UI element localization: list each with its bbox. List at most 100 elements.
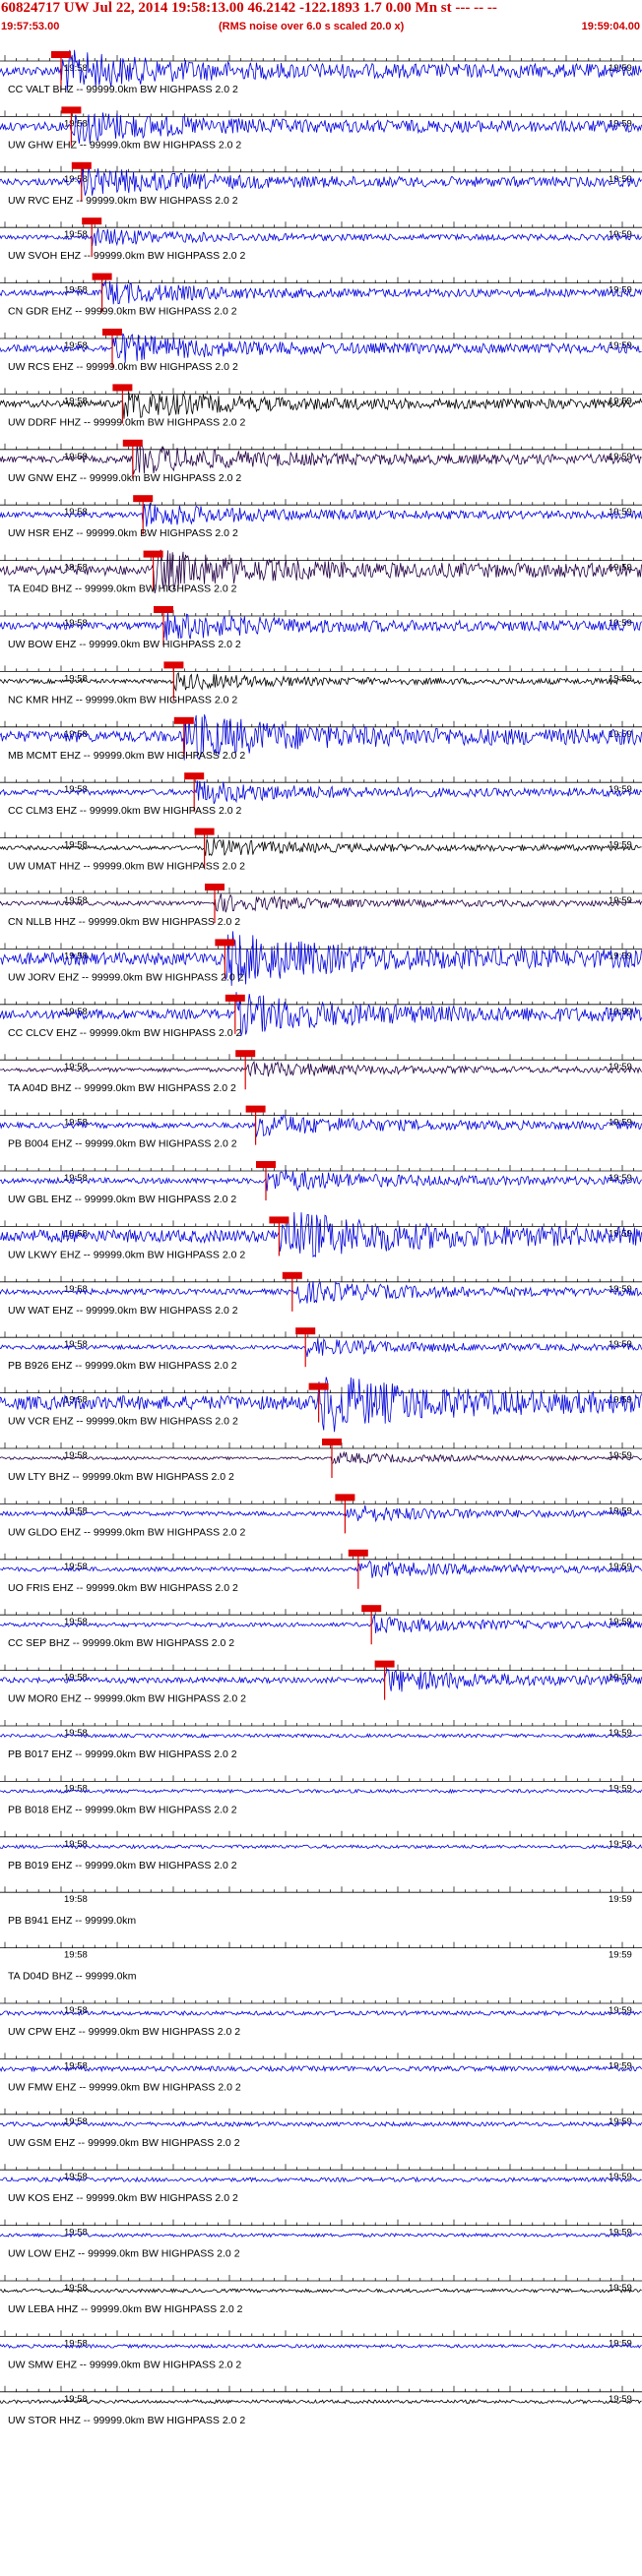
waveform xyxy=(0,2064,642,2073)
pick-marker xyxy=(163,661,184,669)
waveform xyxy=(0,1337,642,1358)
trace-40: 19:58 19:59 UW LEBA HHZ -- 99999.0km BW HI… xyxy=(0,2275,642,2315)
station-label: PB B941 EHZ -- 99999.0km xyxy=(8,1915,136,1927)
waveform xyxy=(0,549,642,594)
trace-start-time: 19:58 xyxy=(64,563,88,574)
station-label: PB B018 EHZ -- 99999.0km BW HIGHPASS 2.0… xyxy=(8,1804,237,1815)
trace-end-time: 19:59 xyxy=(609,1173,632,1184)
pick-marker xyxy=(184,772,205,780)
trace-end-time: 19:59 xyxy=(609,1894,632,1905)
waveform xyxy=(0,333,642,363)
trace-end-time: 19:59 xyxy=(609,1062,632,1073)
pick-marker xyxy=(348,1549,368,1557)
trace-end-time: 19:59 xyxy=(609,673,632,684)
waveform xyxy=(0,2288,642,2294)
station-label: MB MCMT EHZ -- 99999.0km BW HIGHPASS 2.0… xyxy=(8,750,245,762)
start-time-label: 19:57:53.00 xyxy=(1,21,60,32)
trace-end-time: 19:59 xyxy=(609,1562,632,1572)
waveform xyxy=(0,1060,642,1077)
trace-start-time: 19:58 xyxy=(64,118,88,129)
waveform xyxy=(0,1788,642,1795)
trace-end-time: 19:59 xyxy=(609,452,632,462)
trace-start-time: 19:58 xyxy=(64,1839,88,1850)
trace-39: 19:58 19:59 UW LOW EHZ -- 99999.0km BW HIG… xyxy=(0,2219,642,2260)
trace-start-time: 19:58 xyxy=(64,784,88,795)
trace-start-time: 19:58 xyxy=(64,285,88,296)
trace-end-time: 19:59 xyxy=(609,784,632,795)
trace-end-time: 19:59 xyxy=(609,2394,632,2405)
pick-marker xyxy=(295,1327,316,1335)
trace-start-time: 19:58 xyxy=(64,1505,88,1516)
trace-end-time: 19:59 xyxy=(609,507,632,518)
station-label: UW RVC EHZ -- 99999.0km BW HIGHPASS 2.0 … xyxy=(8,195,238,207)
pick-marker xyxy=(122,439,143,447)
waveform xyxy=(0,780,642,805)
waveform xyxy=(0,1669,642,1692)
trace-end-time: 19:59 xyxy=(609,340,632,351)
waveform xyxy=(0,2399,642,2405)
trace-end-time: 19:59 xyxy=(609,1339,632,1350)
waveform xyxy=(0,49,642,92)
station-label: UW GBL EHZ -- 99999.0km BW HIGHPASS 2.0 … xyxy=(8,1194,236,1205)
station-label: UW LTY BHZ -- 99999.0km BW HIGHPASS 2.0 … xyxy=(8,1471,234,1483)
trace-41: 19:58 19:59 UW SMW EHZ -- 99999.0km BW HIG… xyxy=(0,2330,642,2370)
trace-start-time: 19:58 xyxy=(64,2116,88,2127)
trace-end-time: 19:59 xyxy=(609,618,632,629)
trace-end-time: 19:59 xyxy=(609,2116,632,2127)
trace-end-time: 19:59 xyxy=(609,2283,632,2294)
trace-start-time: 19:58 xyxy=(64,1950,88,1961)
waveform xyxy=(0,671,642,693)
waveform xyxy=(0,1504,642,1523)
station-label: UW STOR HHZ -- 99999.0km BW HIGHPASS 2.0… xyxy=(8,2415,245,2426)
pick-marker xyxy=(225,994,245,1002)
waveform xyxy=(0,1450,642,1465)
pick-marker xyxy=(335,1494,355,1502)
trace-end-time: 19:59 xyxy=(609,2338,632,2349)
station-label: PB B019 EHZ -- 99999.0km BW HIGHPASS 2.0… xyxy=(8,1860,237,1871)
trace-end-time: 19:59 xyxy=(609,63,632,74)
pick-marker xyxy=(82,217,102,225)
pick-marker xyxy=(92,273,112,280)
waveform xyxy=(0,931,642,986)
trace-end-time: 19:59 xyxy=(609,2228,632,2239)
trace-start-time: 19:58 xyxy=(64,2060,88,2071)
waveform xyxy=(0,443,642,475)
trace-end-time: 19:59 xyxy=(609,1395,632,1406)
waveform xyxy=(0,1844,642,1850)
pick-marker xyxy=(112,384,133,392)
waveform xyxy=(0,611,642,642)
station-label: UW RCS EHZ -- 99999.0km BW HIGHPASS 2.0 … xyxy=(8,361,238,373)
pick-marker xyxy=(235,1050,256,1058)
trace-23: 19:58 19:59 PB B926 EHZ -- 99999.0km BW HI… xyxy=(0,1327,642,1372)
trace-8: 19:58 19:59 UW HSR EHZ -- 99999.0km BW HIG… xyxy=(0,495,642,539)
trace-42: 19:58 19:59 UW STOR HHZ -- 99999.0km BW HI… xyxy=(0,2385,642,2426)
trace-start-time: 19:58 xyxy=(64,1284,88,1295)
station-label: UO FRIS EHZ -- 99999.0km BW HIGHPASS 2.0… xyxy=(8,1582,238,1594)
pick-marker xyxy=(71,161,92,169)
waveform xyxy=(0,2176,642,2183)
trace-start-time: 19:58 xyxy=(64,2005,88,2016)
waveform xyxy=(0,1560,642,1578)
trace-end-time: 19:59 xyxy=(609,229,632,240)
end-time-label: 19:59:04.00 xyxy=(581,21,640,32)
station-label: UW MOR0 EHZ -- 99999.0km BW HIGHPASS 2.0… xyxy=(8,1693,246,1705)
station-label: PB B926 EHZ -- 99999.0km BW HIGHPASS 2.0… xyxy=(8,1360,237,1372)
waveform xyxy=(0,1614,642,1633)
trace-start-time: 19:58 xyxy=(64,507,88,518)
trace-14: 19:58 19:59 UW UMAT HHZ -- 99999.0km BW HI… xyxy=(0,828,642,873)
station-label: UW WAT EHZ -- 99999.0km BW HIGHPASS 2.0 … xyxy=(8,1305,238,1317)
trace-start-time: 19:58 xyxy=(64,63,88,74)
pick-marker xyxy=(361,1605,382,1613)
waveform xyxy=(0,838,642,857)
pick-marker xyxy=(374,1660,395,1668)
station-label: UW FMW EHZ -- 99999.0km BW HIGHPASS 2.0 … xyxy=(8,2081,241,2093)
waveform xyxy=(0,2343,642,2350)
trace-22: 19:58 19:59 UW WAT EHZ -- 99999.0km BW HIG… xyxy=(0,1271,642,1317)
station-label: UW LKWY EHZ -- 99999.0km BW HIGHPASS 2.0… xyxy=(8,1249,245,1260)
waveform xyxy=(0,2232,642,2239)
waveform xyxy=(0,992,642,1036)
